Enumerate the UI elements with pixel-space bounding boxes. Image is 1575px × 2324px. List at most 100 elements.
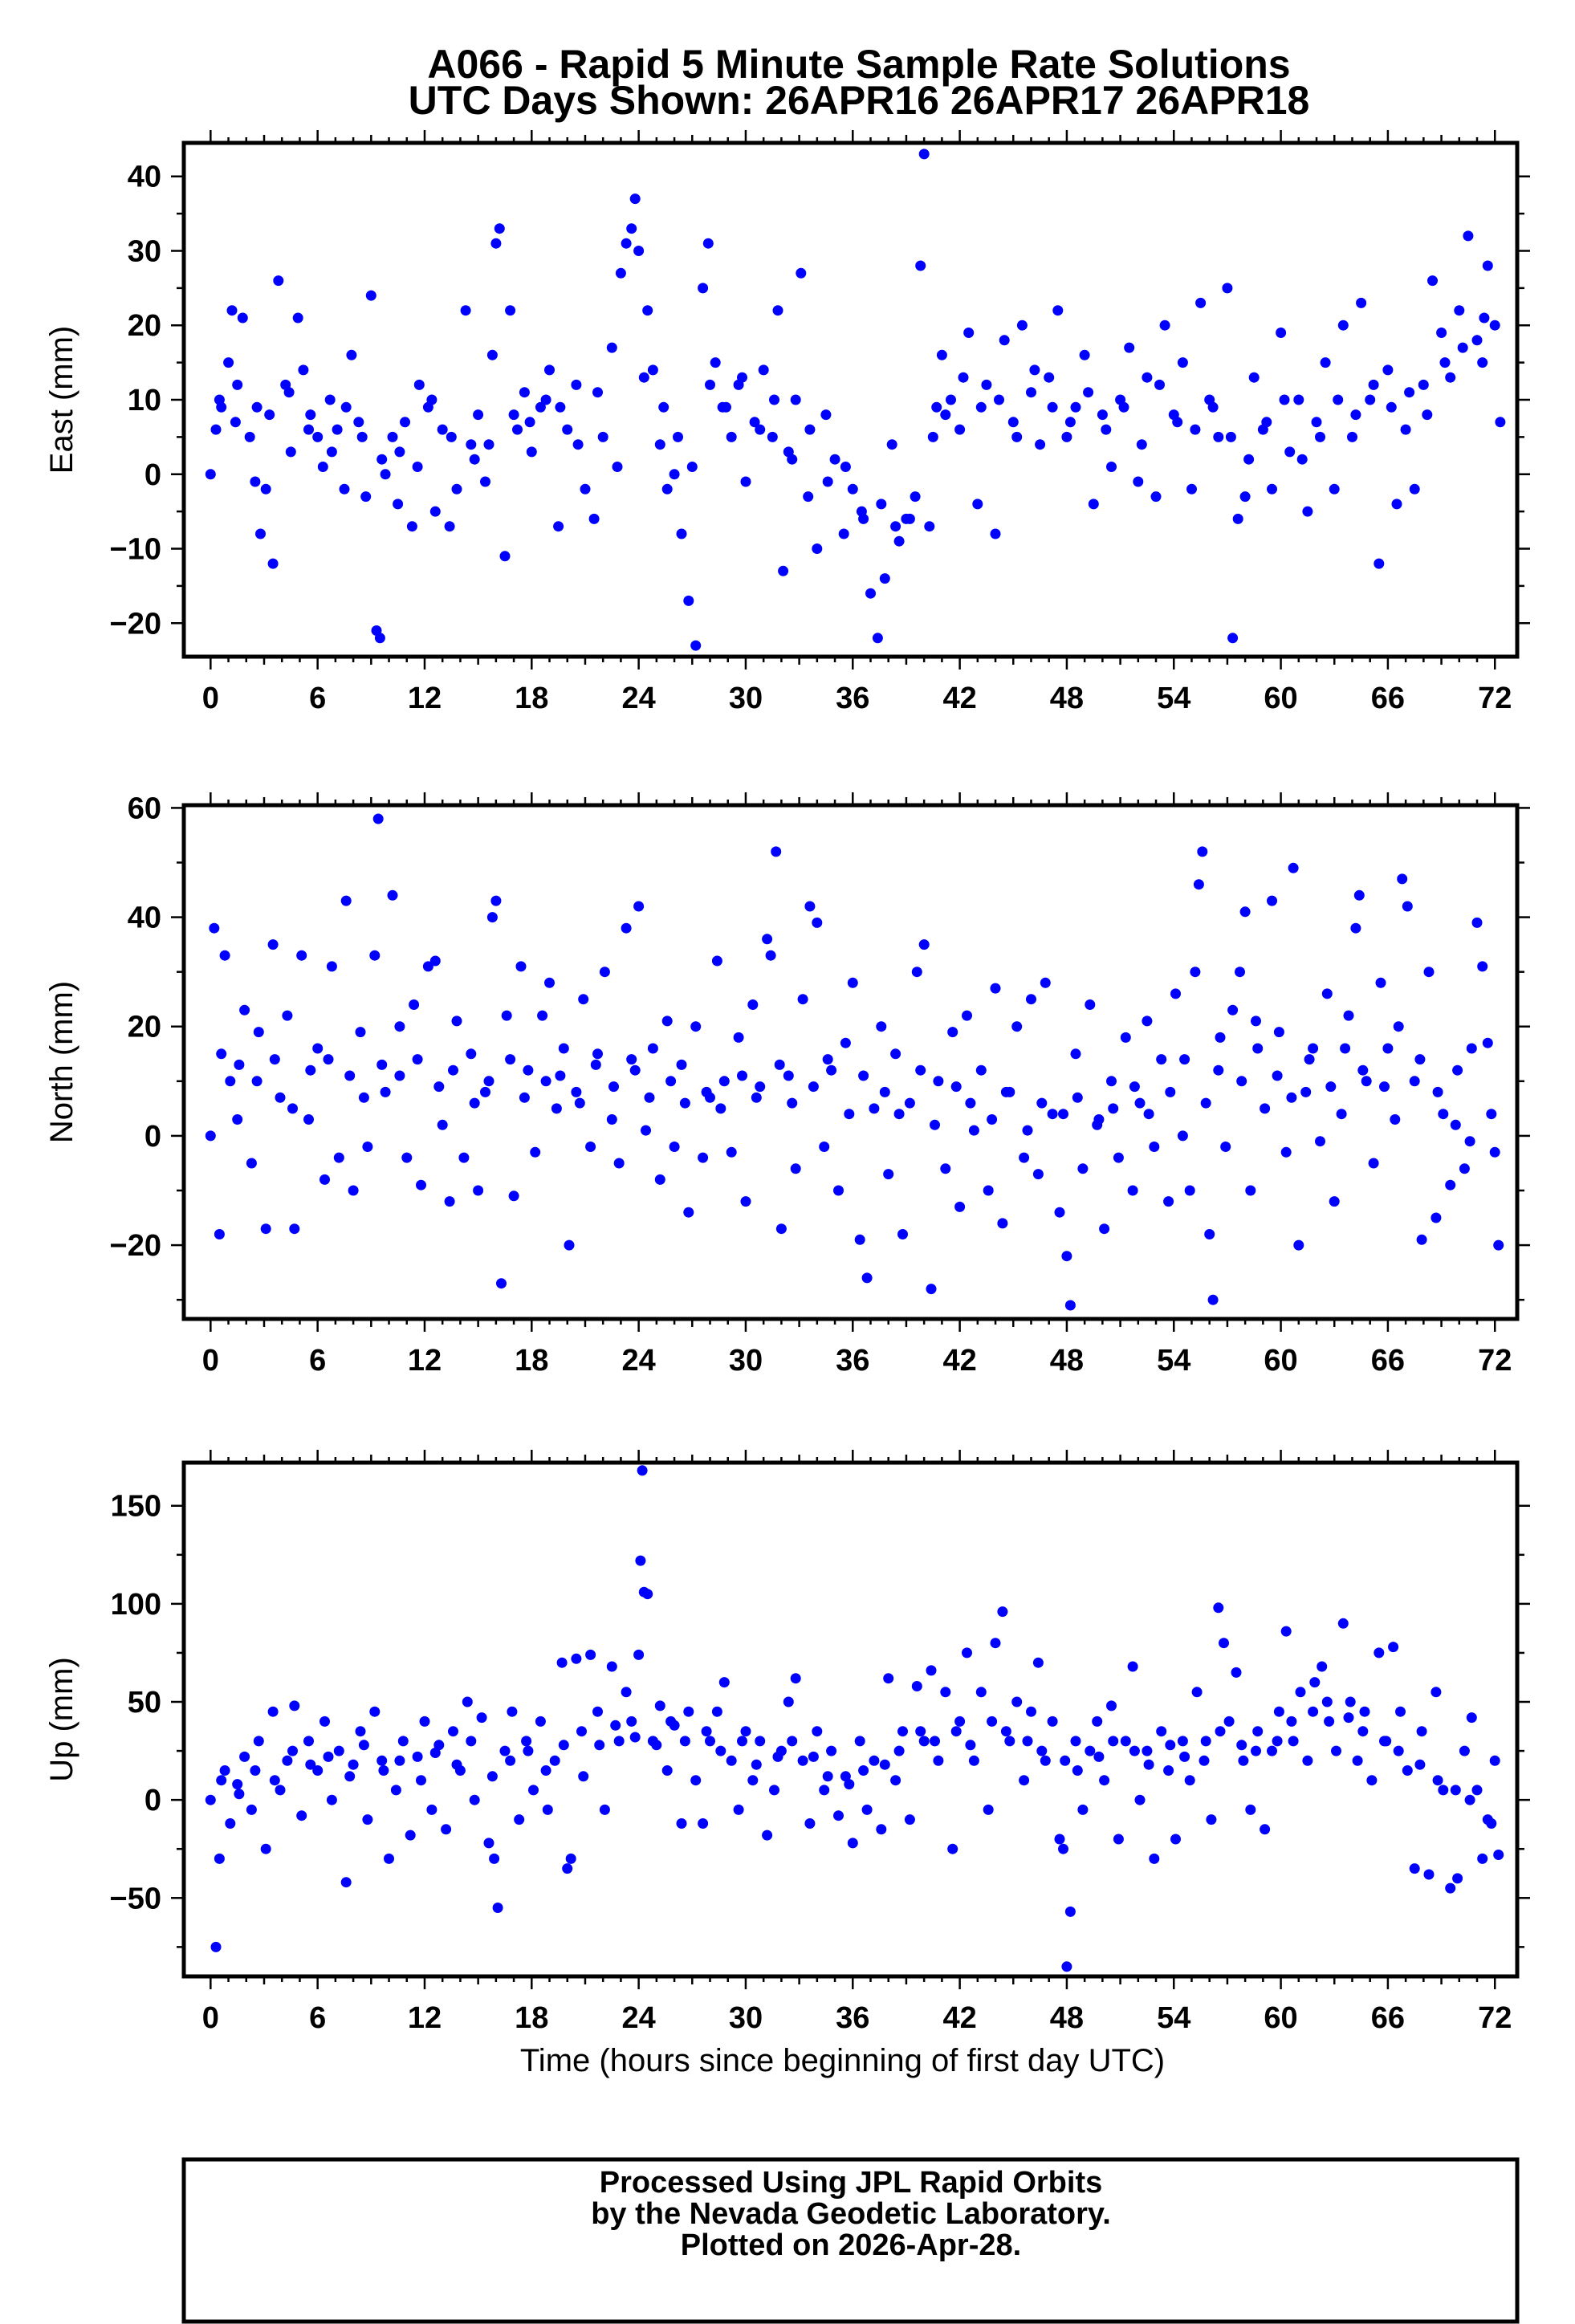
up-data-point	[911, 1681, 922, 1691]
up-data-point	[429, 1748, 441, 1758]
up-data-point	[883, 1673, 894, 1684]
up-data-point	[376, 1755, 388, 1766]
east-data-point	[820, 409, 832, 421]
east-data-point	[1186, 483, 1197, 495]
east-data-point	[267, 558, 279, 569]
north-data-point	[1466, 1043, 1477, 1054]
east-data-point	[1391, 499, 1402, 510]
north-data-point	[296, 950, 307, 961]
north-data-point	[571, 1086, 582, 1097]
east-data-point	[890, 521, 901, 532]
up-data-point	[711, 1706, 722, 1717]
up-data-point	[676, 1818, 687, 1829]
east-data-point	[990, 528, 1001, 539]
up-data-point	[592, 1706, 603, 1717]
east-data-point	[1284, 446, 1296, 458]
east-data-point	[838, 528, 849, 539]
east-data-point	[332, 424, 343, 435]
north-data-point	[965, 1097, 976, 1109]
up-data-point	[654, 1700, 665, 1711]
east-data-point	[940, 409, 951, 421]
north-data-point	[1207, 1294, 1219, 1305]
up-data-point	[1085, 1745, 1096, 1756]
up-data-point	[275, 1785, 286, 1796]
east-data-point	[812, 543, 823, 554]
north-data-point	[1184, 1185, 1195, 1196]
north-data-point	[765, 950, 776, 961]
east-data-point	[429, 506, 441, 517]
up-data-point	[483, 1838, 494, 1849]
up-data-point	[1452, 1873, 1463, 1884]
north-data-point	[1190, 967, 1201, 978]
east-data-point	[387, 431, 398, 442]
north-data-point	[819, 1142, 830, 1152]
east-data-point	[400, 417, 410, 428]
up-data-point	[416, 1775, 426, 1786]
north-data-point	[1482, 1037, 1493, 1048]
east-data-point	[1222, 283, 1233, 294]
east-data-point	[626, 223, 637, 234]
north-y-tick-label: 20	[128, 1011, 161, 1044]
north-data-point	[496, 1278, 507, 1289]
east-data-point	[1124, 342, 1135, 353]
east-data-point	[562, 424, 573, 435]
north-data-point	[530, 1146, 541, 1158]
east-data-point	[1177, 357, 1188, 368]
north-data-point	[626, 1054, 637, 1065]
up-data-point	[876, 1824, 887, 1835]
north-data-point	[216, 1048, 227, 1060]
east-data-point	[1386, 401, 1397, 413]
north-data-point	[1072, 1092, 1083, 1103]
east-data-point	[954, 424, 966, 435]
east-data-point	[858, 513, 869, 524]
up-x-tick-label: 36	[836, 2001, 869, 2035]
up-data-point	[451, 1759, 462, 1770]
up-data-point	[326, 1794, 337, 1805]
east-data-point	[1320, 357, 1331, 368]
up-data-point	[869, 1755, 880, 1766]
east-data-point	[915, 260, 926, 271]
up-data-point	[578, 1771, 589, 1782]
north-data-point	[537, 1010, 548, 1021]
east-y-tick-label: −20	[110, 607, 161, 641]
up-data-point	[772, 1751, 783, 1762]
up-data-point	[492, 1903, 503, 1913]
up-data-point	[861, 1804, 873, 1815]
east-y-axis-label: East (mm)	[44, 326, 79, 474]
footer-line1: Processed Using JPL Rapid Orbits	[600, 2166, 1102, 2200]
north-data-point	[433, 1081, 445, 1093]
east-data-point	[647, 364, 658, 376]
up-data-point	[1357, 1726, 1369, 1737]
east-data-point	[872, 633, 883, 644]
up-plot-frame	[181, 1460, 1520, 1979]
up-data-point	[915, 1726, 926, 1737]
north-data-point	[348, 1185, 359, 1196]
east-data-point	[642, 305, 653, 316]
up-data-point	[950, 1726, 962, 1737]
east-x-tick-label: 30	[729, 682, 763, 715]
north-data-point	[416, 1179, 426, 1190]
north-data-point	[1486, 1109, 1497, 1120]
east-data-point	[446, 431, 457, 442]
north-data-point	[1267, 895, 1277, 906]
up-data-point	[1134, 1794, 1146, 1805]
east-data-point	[1016, 319, 1028, 331]
east-data-point	[223, 357, 234, 368]
east-data-point	[755, 424, 766, 435]
north-data-point	[975, 1064, 987, 1076]
up-data-point	[216, 1775, 227, 1786]
footer-line3: Plotted on 2026-Apr-28.	[681, 2228, 1021, 2262]
north-data-point	[376, 1059, 388, 1070]
east-data-point	[535, 401, 546, 413]
up-data-point	[926, 1665, 937, 1676]
east-x-tick-label: 36	[836, 682, 869, 715]
up-data-point	[1060, 1755, 1071, 1766]
up-data-point	[585, 1649, 596, 1660]
north-data-point	[1357, 1064, 1369, 1076]
up-data-point	[1352, 1755, 1363, 1766]
east-data-point	[683, 595, 694, 606]
up-data-point	[476, 1712, 487, 1724]
east-data-point	[1044, 372, 1055, 383]
east-data-point	[1471, 335, 1483, 346]
east-data-point	[1088, 499, 1099, 510]
